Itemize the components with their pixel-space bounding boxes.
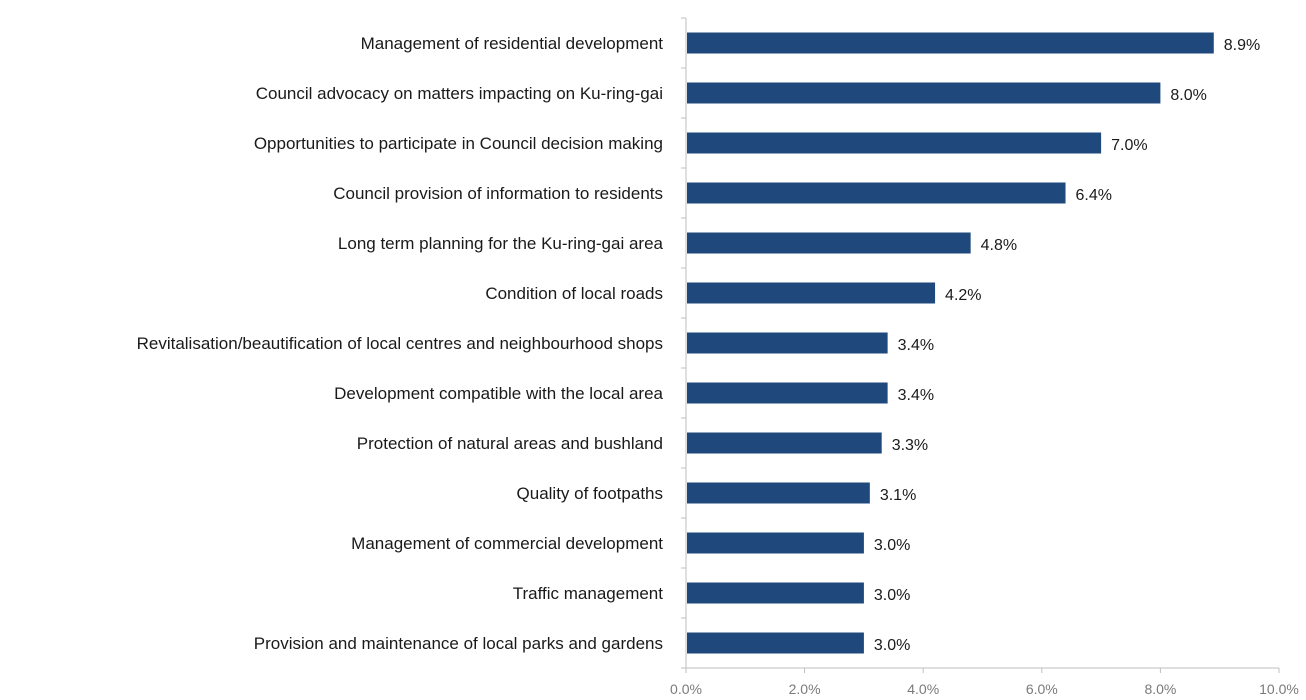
bar	[687, 82, 1161, 104]
bar	[687, 632, 864, 654]
data-label: 3.4%	[898, 337, 934, 354]
bar	[687, 582, 864, 604]
bar	[687, 332, 888, 354]
category-label: Council advocacy on matters impacting on…	[256, 84, 663, 103]
category-label: Revitalisation/beautification of local c…	[137, 334, 663, 353]
bar	[687, 532, 864, 554]
bar	[687, 32, 1214, 54]
data-label: 3.0%	[874, 537, 910, 554]
bar	[687, 482, 870, 504]
x-tick-label: 8.0%	[1144, 681, 1176, 697]
category-label: Management of residential development	[361, 34, 664, 53]
data-label: 8.0%	[1170, 87, 1206, 104]
bar	[687, 132, 1102, 154]
data-label: 7.0%	[1111, 137, 1147, 154]
bar	[687, 232, 971, 254]
data-label: 3.1%	[880, 487, 916, 504]
x-tick-label: 0.0%	[670, 681, 702, 697]
category-label: Provision and maintenance of local parks…	[254, 634, 663, 653]
data-label: 3.0%	[874, 637, 910, 654]
data-label: 3.3%	[892, 437, 928, 454]
bar	[687, 382, 888, 404]
data-label: 4.8%	[981, 237, 1017, 254]
data-label: 8.9%	[1224, 37, 1260, 54]
category-label: Development compatible with the local ar…	[334, 384, 663, 403]
category-label: Long term planning for the Ku-ring-gai a…	[338, 234, 664, 253]
category-label: Quality of footpaths	[517, 484, 663, 503]
bar	[687, 182, 1066, 204]
x-tick-label: 10.0%	[1259, 681, 1299, 697]
data-label: 3.4%	[898, 387, 934, 404]
x-tick-label: 2.0%	[789, 681, 821, 697]
data-label: 6.4%	[1076, 187, 1112, 204]
x-tick-label: 6.0%	[1026, 681, 1058, 697]
category-label: Council provision of information to resi…	[333, 184, 663, 203]
bar	[687, 432, 882, 454]
category-label: Opportunities to participate in Council …	[254, 134, 663, 153]
x-tick-label: 4.0%	[907, 681, 939, 697]
category-label: Protection of natural areas and bushland	[357, 434, 663, 453]
category-label: Condition of local roads	[485, 284, 663, 303]
category-label: Traffic management	[513, 584, 664, 603]
category-label: Management of commercial development	[351, 534, 663, 553]
data-label: 4.2%	[945, 287, 981, 304]
data-label: 3.0%	[874, 587, 910, 604]
bar	[687, 282, 936, 304]
